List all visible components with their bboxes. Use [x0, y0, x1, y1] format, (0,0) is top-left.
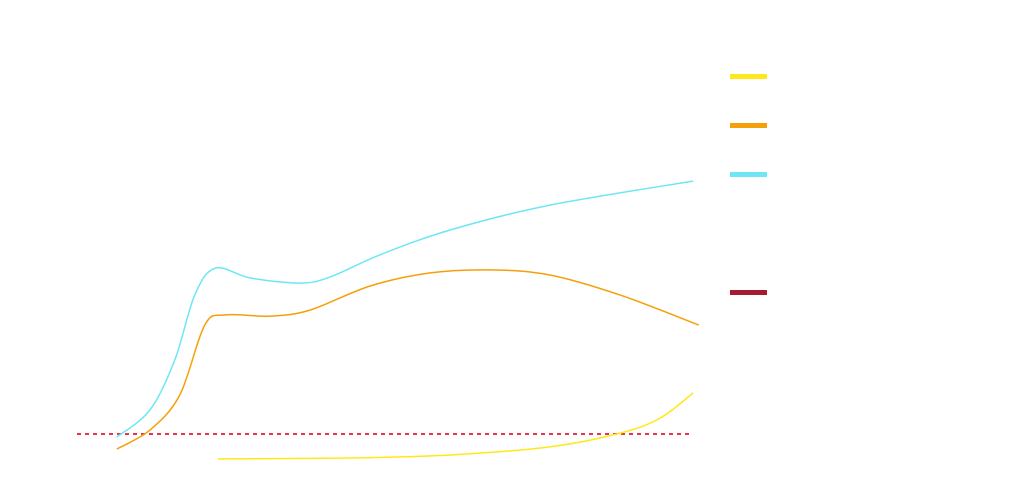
- series-line: [116, 269, 700, 450]
- series-line: [116, 180, 694, 438]
- legend-swatch: [730, 290, 767, 295]
- legend-swatch: [730, 172, 767, 177]
- legend-swatch: [730, 123, 767, 128]
- series-line: [217, 392, 694, 460]
- legend-swatch: [730, 74, 767, 79]
